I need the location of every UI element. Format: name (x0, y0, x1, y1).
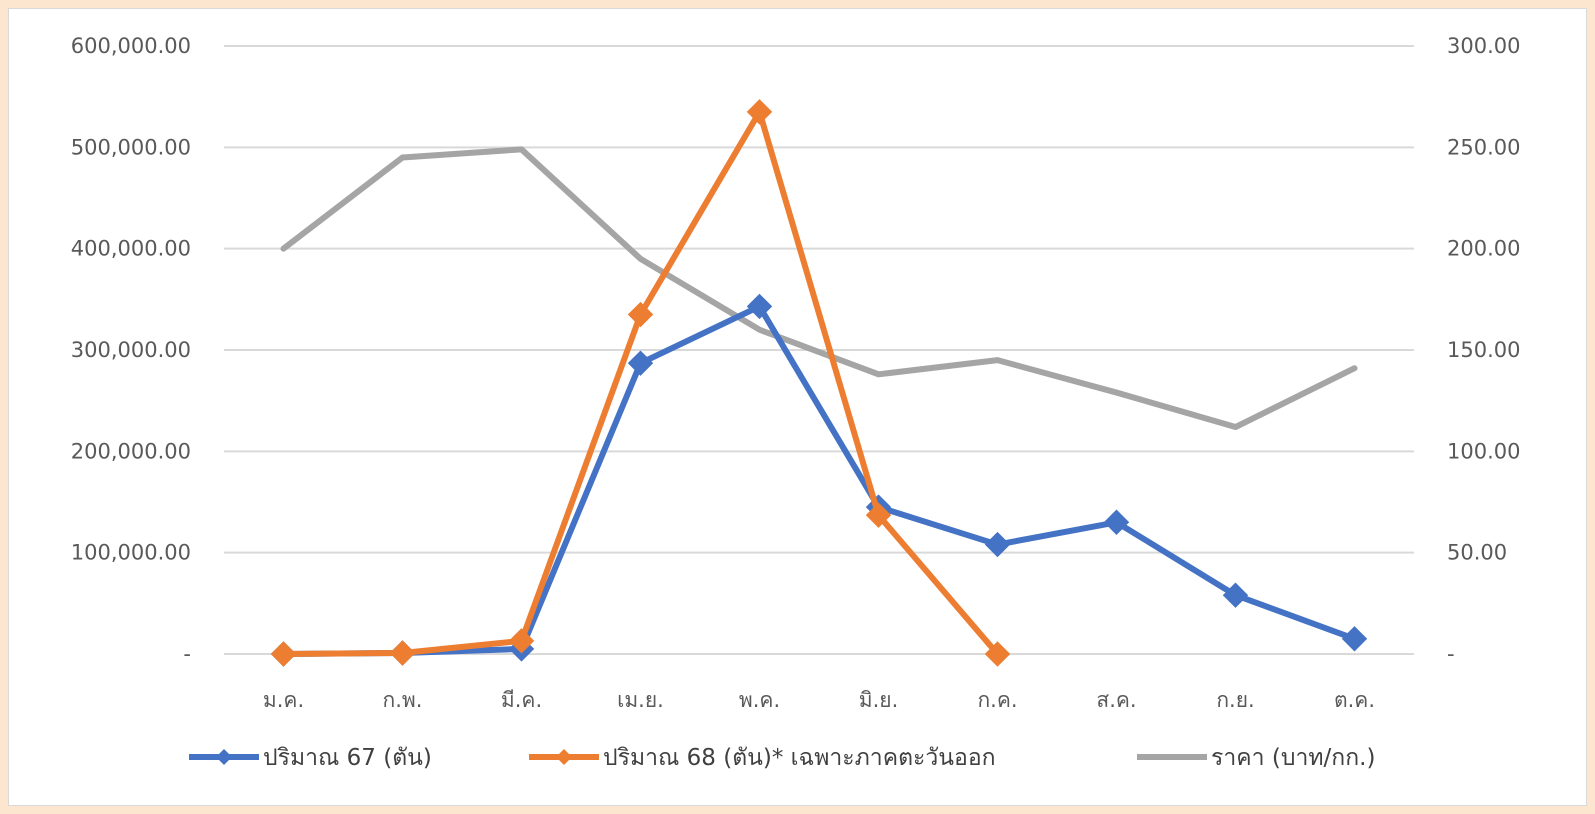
data-point-marker (865, 502, 892, 528)
data-point-marker (627, 350, 654, 376)
x-tick-label: ก.ย. (1216, 688, 1254, 712)
left-axis-ticks: - 100,000.00 200,000.00 300,000.00 400,000.0… (71, 34, 191, 666)
series-line (280, 303, 1358, 657)
data-point-marker (746, 293, 773, 320)
left-tick-label: 500,000.00 (71, 135, 191, 159)
x-tick-label: ส.ค. (1096, 688, 1136, 712)
x-tick-label: ก.ค. (977, 688, 1017, 712)
left-tick-label: 200,000.00 (71, 439, 191, 463)
legend-item-2: ราคา (บาท/กก.) (1137, 745, 1375, 771)
left-tick-label: - (183, 642, 191, 666)
series-2 (280, 146, 1358, 431)
data-point-marker (984, 531, 1011, 558)
series-layer (270, 99, 1368, 667)
series-line (280, 146, 1358, 431)
legend-item-1: ปริมาณ 68 (ตัน)* เฉพาะภาคตะวันออก (529, 745, 996, 771)
legend: ปริมาณ 67 (ตัน) ปริมาณ 68 (ตัน)* เฉพาะภาค… (189, 745, 1375, 771)
x-tick-label: มี.ค. (501, 688, 542, 712)
right-tick-label: - (1447, 642, 1455, 666)
x-tick-label: เม.ย. (617, 688, 664, 712)
data-point-marker (270, 641, 297, 667)
gridlines (224, 45, 1414, 655)
left-tick-label: 100,000.00 (71, 541, 191, 565)
legend-marker (556, 749, 572, 765)
data-point-marker (1103, 509, 1130, 535)
x-tick-label: มิ.ย. (859, 688, 899, 712)
legend-label: ราคา (บาท/กก.) (1211, 745, 1375, 771)
right-tick-label: 50.00 (1447, 541, 1507, 565)
right-tick-label: 250.00 (1447, 135, 1520, 159)
x-tick-label: ต.ค. (1334, 688, 1375, 712)
right-tick-label: 150.00 (1447, 338, 1520, 362)
legend-label: ปริมาณ 67 (ตัน) (263, 745, 432, 771)
legend-label: ปริมาณ 68 (ตัน)* เฉพาะภาคตะวันออก (603, 745, 996, 771)
legend-marker (216, 749, 232, 765)
data-point-marker (1222, 582, 1249, 608)
data-point-marker (508, 628, 535, 654)
right-axis-ticks: - 50.00 100.00 150.00 200.00 250.00 300.00 (1447, 34, 1520, 666)
data-point-marker (389, 640, 416, 666)
chart-frame: - 100,000.00 200,000.00 300,000.00 400,000.0… (8, 8, 1587, 806)
left-tick-label: 400,000.00 (71, 237, 191, 261)
data-point-marker (984, 641, 1011, 667)
x-tick-label: ก.พ. (383, 688, 423, 712)
legend-item-0: ปริมาณ 67 (ตัน) (189, 745, 432, 771)
data-point-marker (746, 99, 773, 125)
right-tick-label: 100.00 (1447, 439, 1520, 463)
x-tick-label: ม.ค. (263, 688, 304, 712)
x-tick-label: พ.ค. (739, 688, 780, 712)
data-point-marker (627, 301, 654, 328)
series-line (280, 108, 1001, 657)
series-1 (270, 99, 1011, 667)
right-tick-label: 200.00 (1447, 237, 1520, 261)
x-axis-ticks: ม.ค. ก.พ. มี.ค. เม.ย. พ.ค. มิ.ย. ก.ค. ส.ค. ก.ย. ต… (263, 688, 1375, 712)
left-tick-label: 600,000.00 (71, 34, 191, 58)
line-chart: - 100,000.00 200,000.00 300,000.00 400,000.0… (71, 34, 1521, 771)
right-tick-label: 300.00 (1447, 34, 1520, 58)
data-point-marker (1341, 626, 1368, 652)
left-tick-label: 300,000.00 (71, 338, 191, 362)
